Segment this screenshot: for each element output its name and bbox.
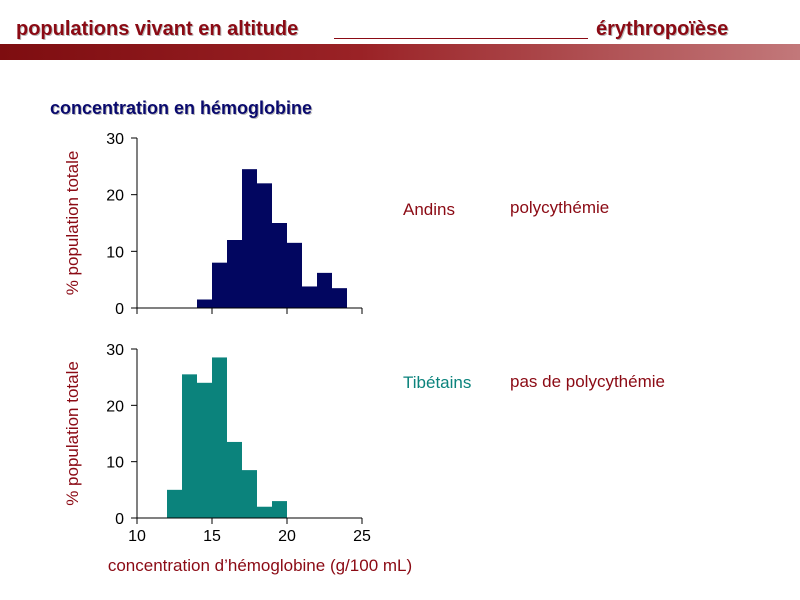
tibetains-bar — [167, 489, 182, 518]
tibetains-x-tick-label: 20 — [278, 528, 296, 545]
andins-bar — [257, 183, 272, 308]
andins-y-tick-label: 30 — [106, 131, 124, 148]
tibetains-y-tick-label: 0 — [115, 511, 124, 528]
andins-y-tick-label: 20 — [106, 188, 124, 205]
andins-bar — [212, 262, 227, 308]
tibetains-bar — [272, 501, 287, 518]
andins-bar — [287, 242, 302, 308]
tibetains-bar — [227, 441, 242, 518]
andins-bar — [317, 272, 332, 308]
header-title-left: populations vivant en altitude — [16, 18, 299, 40]
tibetains-bar — [182, 374, 197, 518]
tibetains-y-tick-label: 20 — [106, 398, 124, 415]
tibetains-y-tick-label: 30 — [106, 342, 124, 359]
andins-bar — [197, 299, 212, 308]
group-label-tibetains: Tibétains — [403, 373, 472, 392]
section-title: concentration en hémoglobine — [50, 98, 313, 118]
tibetains-y-axis-title: % population totale — [63, 361, 82, 506]
tibetains-bar — [197, 382, 212, 518]
group-note-tibetains: pas de polycythémie — [510, 372, 665, 391]
tibetains-x-tick-label: 15 — [203, 528, 221, 545]
group-label-andins: Andins — [403, 200, 455, 219]
header-band — [0, 44, 800, 60]
andins-bar — [302, 286, 317, 308]
tibetains-bar — [257, 506, 272, 518]
tibetains-x-tick-label: 25 — [353, 528, 371, 545]
group-note-andins: polycythémie — [510, 198, 610, 217]
tibetains-bar — [242, 470, 257, 518]
andins-y-tick-label: 0 — [115, 301, 124, 318]
tibetains-y-tick-label: 10 — [106, 455, 124, 472]
header-title-right: érythropoïèse — [596, 18, 729, 40]
tibetains-x-tick-label: 10 — [128, 528, 146, 545]
andins-bar — [242, 169, 257, 308]
tibetains-bar — [212, 357, 227, 518]
andins-y-tick-label: 10 — [106, 244, 124, 261]
andins-bar — [332, 288, 347, 308]
header-underline — [334, 38, 588, 39]
andins-bar — [272, 223, 287, 308]
andins-bar — [227, 240, 242, 308]
tibetains-x-axis-title: concentration d’hémoglobine (g/100 mL) — [108, 556, 412, 575]
andins-y-axis-title: % population totale — [63, 151, 82, 296]
